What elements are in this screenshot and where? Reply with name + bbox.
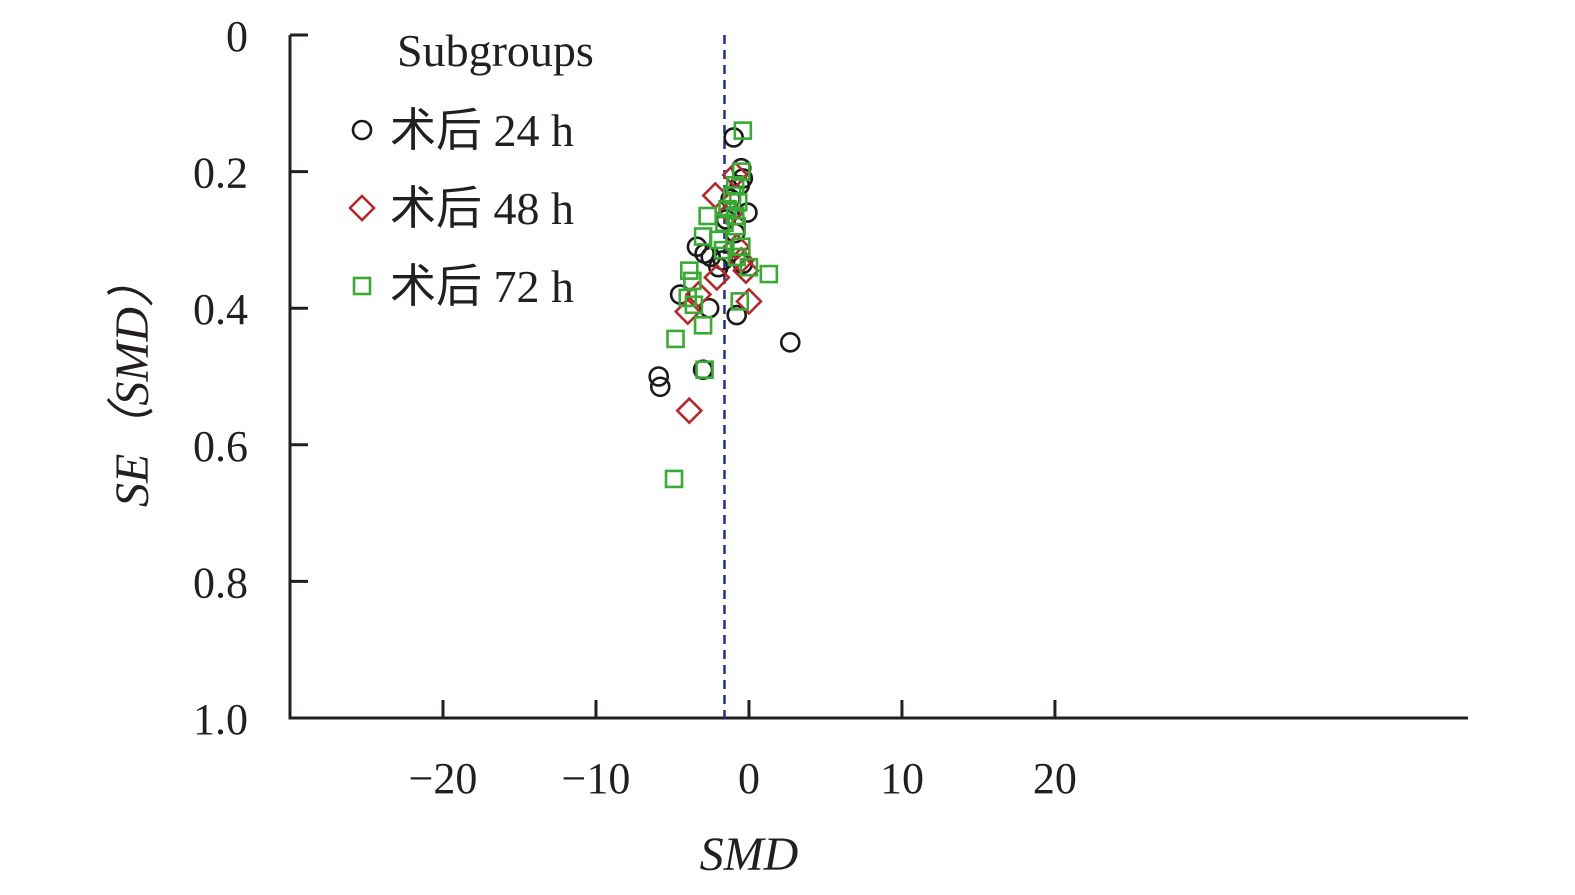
x-tick-label: −10 (562, 754, 631, 803)
axes-layer: 0 0.2 0.4 0.6 0.8 1.0 −20 −10 0 10 20 SMD SE（SMD） (106, 12, 1468, 881)
legend-marker-square (352, 276, 372, 296)
x-tick-label: 10 (880, 754, 924, 803)
x-tick-label: 20 (1033, 754, 1077, 803)
data-point-square (739, 257, 759, 277)
data-point-square (713, 240, 733, 260)
x-axis-title: SMD (700, 828, 799, 881)
data-point-square (695, 360, 714, 379)
x-tick-label: −20 (409, 754, 478, 803)
data-point-circle (726, 304, 748, 326)
data-point-square (679, 261, 699, 280)
data-point-square (732, 162, 751, 181)
legend-label: 术后 24 h (390, 105, 574, 156)
y-tick-label: 0.6 (193, 422, 248, 471)
legend-label: 术后 72 h (390, 261, 574, 312)
data-point-square (684, 295, 704, 315)
legend-marker-diamond (348, 194, 376, 222)
data-point-circle (648, 366, 669, 387)
data-point-circle (649, 376, 671, 398)
data-point-diamond (673, 297, 702, 326)
points-layer (648, 121, 801, 489)
data-point-circle (779, 332, 801, 353)
data-point-square (759, 264, 779, 284)
data-point-diamond (702, 263, 731, 292)
data-point-square (709, 230, 728, 250)
legend-layer: Subgroups 术后 24 h 术后 48 h 术后 72 h (348, 25, 594, 312)
data-point-square (732, 237, 751, 257)
data-point-square (664, 469, 684, 489)
y-tick-label: 0.2 (193, 149, 248, 198)
legend-marker-circle (351, 119, 373, 141)
y-tick-label: 0.8 (193, 558, 248, 607)
data-point-square (733, 121, 753, 140)
data-point-diamond (735, 287, 763, 316)
data-point-square (666, 329, 685, 349)
data-point-diamond (675, 396, 704, 425)
data-point-square (730, 292, 750, 311)
legend-title: Subgroups (397, 25, 594, 76)
y-tick-label: 0 (226, 12, 248, 61)
data-point-square (698, 206, 717, 226)
data-point-square (693, 315, 713, 335)
x-tick-label: 0 (738, 754, 760, 803)
y-axis-title: SE（SMD） (106, 259, 159, 507)
y-tick-label: 1.0 (193, 695, 248, 744)
data-point-square (727, 216, 747, 236)
y-tick-label: 0.4 (193, 285, 248, 334)
legend-label: 术后 48 h (390, 183, 574, 234)
data-point-diamond (732, 256, 760, 285)
